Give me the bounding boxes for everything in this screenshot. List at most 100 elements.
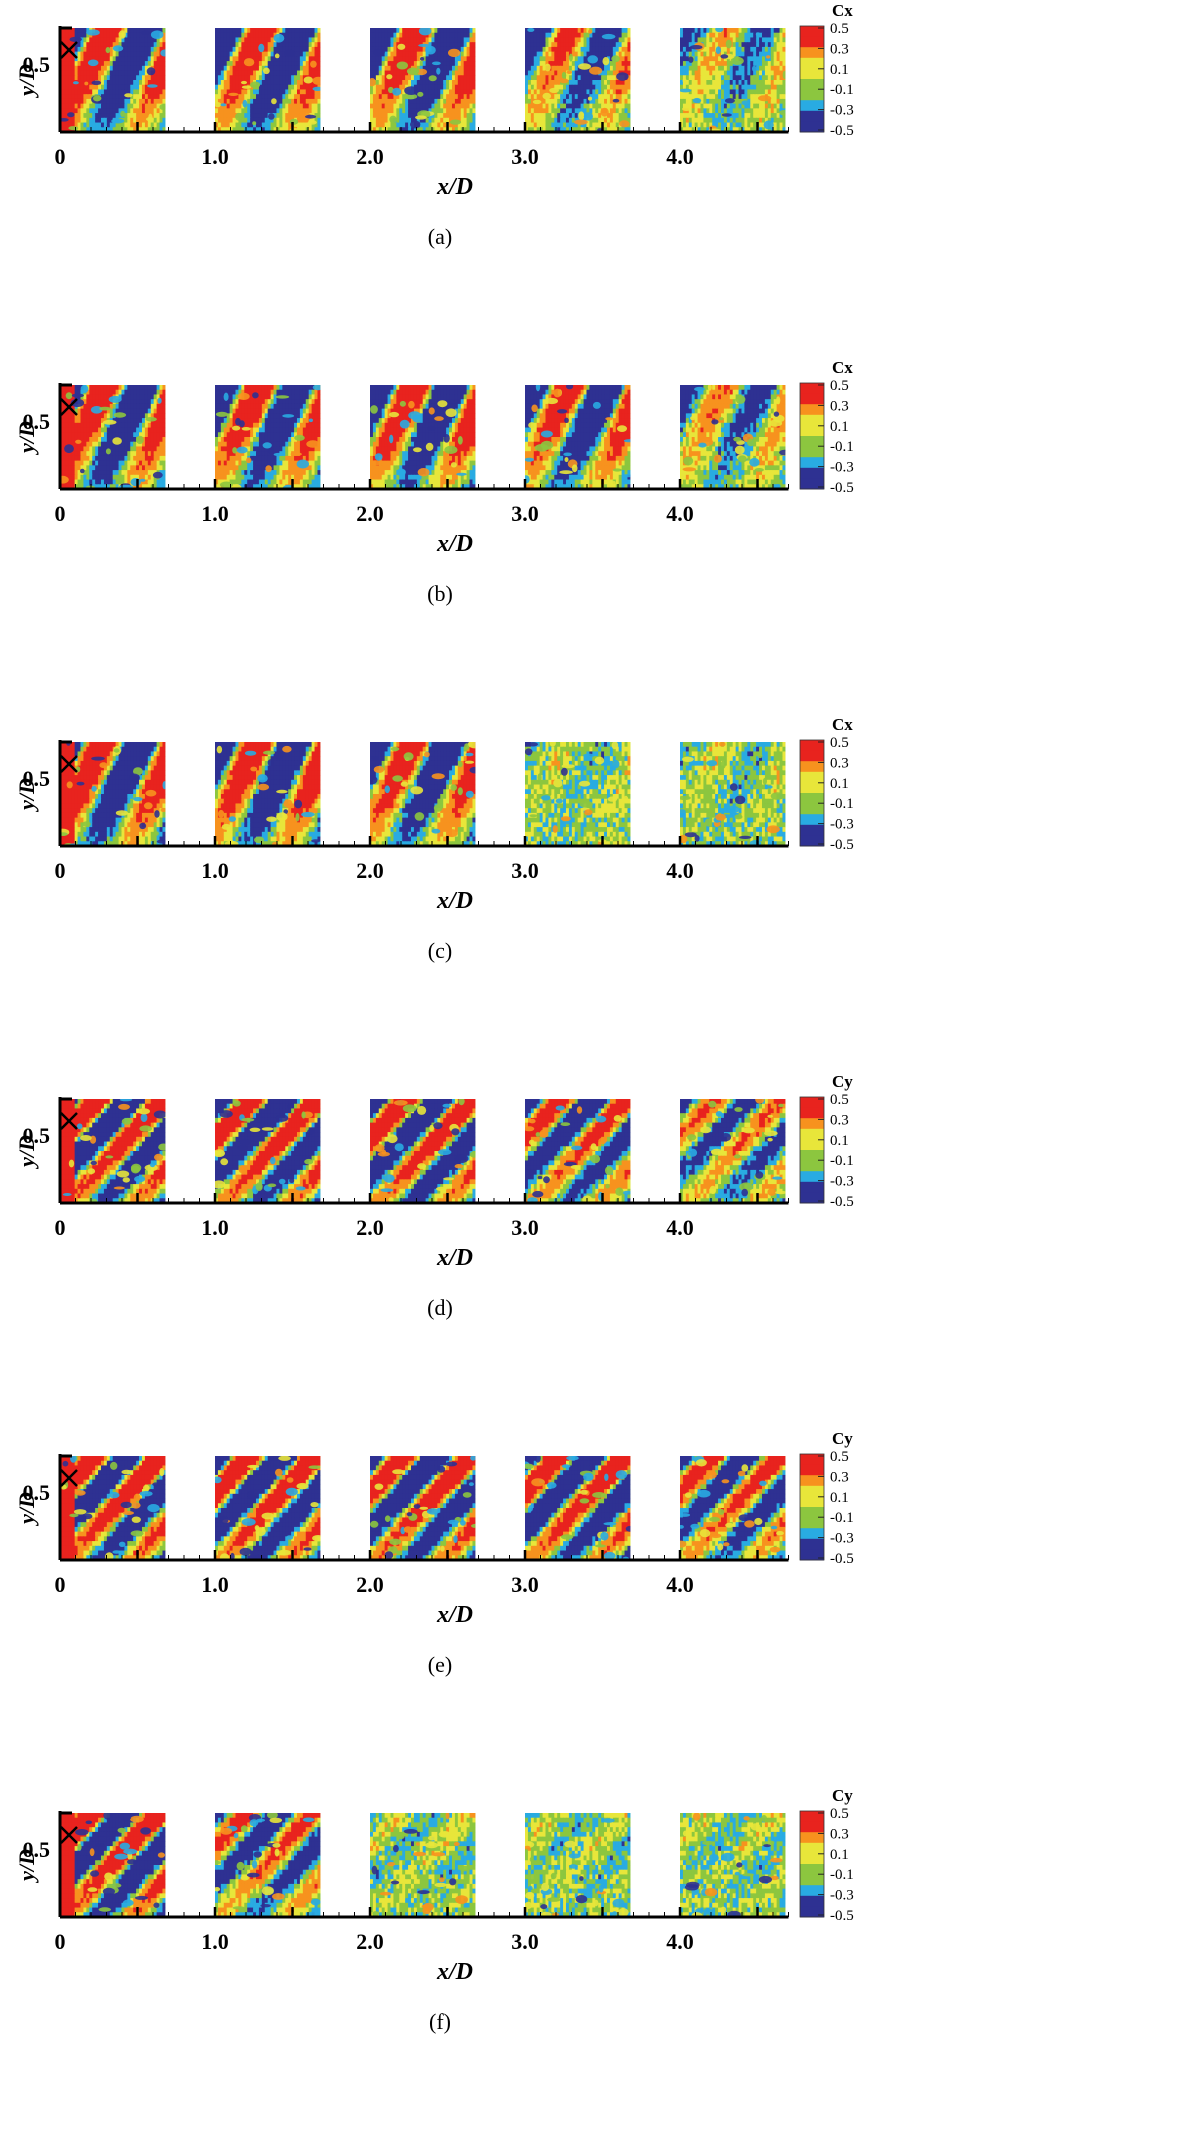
colorbar-band bbox=[800, 1885, 824, 1897]
contour-window-3 bbox=[370, 385, 476, 489]
y-tick-label: 0.5 bbox=[23, 1837, 51, 1862]
colorbar-band bbox=[800, 1496, 824, 1508]
colorbar-label: 0.1 bbox=[830, 1847, 849, 1863]
x-axis-label: x/D bbox=[436, 888, 473, 914]
colorbar-label: -0.3 bbox=[830, 1174, 854, 1190]
colorbar-label: 0.5 bbox=[830, 1449, 849, 1465]
panel-caption: (b) bbox=[427, 581, 453, 606]
colorbar-label: 0.1 bbox=[830, 1133, 849, 1149]
x-tick-label: 1.0 bbox=[201, 1929, 229, 1954]
x-axis-label: x/D bbox=[436, 174, 473, 200]
colorbar-label: 0.1 bbox=[830, 62, 849, 78]
colorbar-label: -0.1 bbox=[830, 439, 854, 455]
probe-marker-icon bbox=[60, 398, 78, 416]
x-tick-label: 4.0 bbox=[666, 1572, 694, 1597]
colorbar-band bbox=[800, 1192, 824, 1204]
colorbar-label: -0.1 bbox=[830, 1510, 854, 1526]
contour-window-3 bbox=[370, 1813, 476, 1917]
panel-b: 0 1.0 2.0 3.0 4.0 0.5 y/D x/D 0.5 0.3 0.1 -0.1 -0.3-… bbox=[0, 357, 1200, 714]
colorbar-band bbox=[800, 47, 824, 59]
colorbar-band bbox=[800, 1097, 824, 1109]
colorbar-band bbox=[800, 740, 824, 752]
colorbar-label: 0.1 bbox=[830, 776, 849, 792]
colorbar-band bbox=[800, 393, 824, 405]
x-tick-label: 1.0 bbox=[201, 144, 229, 169]
contour-chart: 0 1.0 2.0 3.0 4.00.5y/Dx/D0.50.30.1-0.1-0.3-… bbox=[14, 1072, 854, 1320]
colorbar-band bbox=[800, 1128, 824, 1140]
colorbar-band bbox=[800, 414, 824, 426]
colorbar-band bbox=[800, 1150, 824, 1162]
y-tick-label: 0.5 bbox=[23, 52, 51, 77]
panel-a: 0 1.0 2.0 3.0 4.0 0.5 y/D x/D 0.5 0.3 0.1 -0.1 -0.3-… bbox=[0, 0, 1200, 357]
x-tick-label: 2.0 bbox=[356, 858, 384, 883]
y-tick-label: 0.5 bbox=[23, 409, 51, 434]
colorbar-band bbox=[800, 57, 824, 69]
contour-window-5 bbox=[680, 742, 786, 846]
contour-window-5 bbox=[680, 1099, 786, 1203]
y-axis-label: y/D bbox=[14, 1849, 39, 1884]
colorbar: 0.5 0.3 0.1 -0.1 -0.3 -0.5 Cx bbox=[799, 358, 854, 496]
colorbar-title: Cx bbox=[832, 715, 853, 734]
x-tick-label: 2.0 bbox=[356, 1215, 384, 1240]
colorbar-band bbox=[800, 1454, 824, 1466]
colorbar-band bbox=[800, 1906, 824, 1918]
colorbar-label: -0.5 bbox=[830, 480, 854, 496]
colorbar-label: 0.3 bbox=[830, 398, 849, 414]
colorbar: 0.5 0.3 0.1 -0.1 -0.3 -0.5 Cy bbox=[799, 1429, 854, 1567]
x-tick-label: 3.0 bbox=[511, 1929, 539, 1954]
x-tick-label: 1.0 bbox=[201, 1215, 229, 1240]
colorbar-band bbox=[800, 1832, 824, 1844]
y-axis-label: y/D bbox=[14, 421, 39, 456]
colorbar-band bbox=[800, 36, 824, 48]
colorbar-band bbox=[800, 1464, 824, 1476]
colorbar-title: Cx bbox=[832, 358, 853, 377]
colorbar-label: 0.3 bbox=[830, 1826, 849, 1842]
y-tick-label: 0.5 bbox=[23, 1480, 51, 1505]
colorbar-band bbox=[800, 79, 824, 91]
contour-window-5 bbox=[680, 1813, 786, 1917]
x-tick-label: 3.0 bbox=[511, 858, 539, 883]
probe-marker-icon bbox=[60, 1112, 78, 1130]
contour-window-4 bbox=[525, 28, 631, 132]
colorbar-band bbox=[800, 1107, 824, 1119]
contour-chart: 0 1.0 2.0 3.0 4.00.5y/Dx/D0.50.30.1-0.1-0.3-… bbox=[14, 1429, 854, 1677]
contour-window-1 bbox=[60, 28, 166, 132]
x-tick-label: 3.0 bbox=[511, 144, 539, 169]
x-axis-label: x/D bbox=[436, 1959, 473, 1985]
colorbar-band bbox=[800, 1811, 824, 1823]
contour-window-2 bbox=[215, 742, 321, 846]
colorbar-band bbox=[800, 782, 824, 794]
y-tick-label: 0.5 bbox=[23, 1123, 51, 1148]
x-tick-label: 0 bbox=[55, 501, 66, 526]
colorbar-band bbox=[800, 68, 824, 80]
colorbar-title: Cy bbox=[832, 1072, 853, 1091]
colorbar-label: 0.1 bbox=[830, 1490, 849, 1506]
contour-window-1 bbox=[60, 1813, 166, 1917]
colorbar: 0.5 0.3 0.1 -0.1 -0.3 -0.5 Cy bbox=[799, 1786, 854, 1924]
x-tick-label: 4.0 bbox=[666, 501, 694, 526]
contour-window-2 bbox=[215, 1099, 321, 1203]
x-tick-label: 0 bbox=[55, 144, 66, 169]
colorbar-band bbox=[800, 1821, 824, 1833]
colorbar-band bbox=[800, 803, 824, 815]
colorbar-band bbox=[800, 1517, 824, 1529]
colorbar-band bbox=[800, 1475, 824, 1487]
colorbar-band bbox=[800, 793, 824, 805]
panel-d: 0 1.0 2.0 3.0 4.0 0.5 y/D x/D 0.5 0.3 0.1 -0.1 -0.3-… bbox=[0, 1071, 1200, 1428]
contour-window-4 bbox=[525, 1813, 631, 1917]
colorbar-label: 0.5 bbox=[830, 21, 849, 37]
colorbar-band bbox=[800, 110, 824, 122]
x-tick-label: 0 bbox=[55, 1215, 66, 1240]
contour-window-5 bbox=[680, 28, 786, 132]
colorbar-label: -0.3 bbox=[830, 817, 854, 833]
colorbar-band bbox=[800, 1853, 824, 1865]
y-axis-label: y/D bbox=[14, 64, 39, 99]
colorbar-title: Cy bbox=[832, 1786, 853, 1805]
contour-window-5 bbox=[680, 1456, 786, 1560]
colorbar-band bbox=[800, 814, 824, 826]
probe-marker-icon bbox=[60, 1469, 78, 1487]
colorbar-label: -0.3 bbox=[830, 103, 854, 119]
x-tick-label: 1.0 bbox=[201, 1572, 229, 1597]
panel-f: 0 1.0 2.0 3.0 4.0 0.5 y/D x/D 0.5 0.3 0.1 -0.1 -0.3-… bbox=[0, 1785, 1200, 2142]
